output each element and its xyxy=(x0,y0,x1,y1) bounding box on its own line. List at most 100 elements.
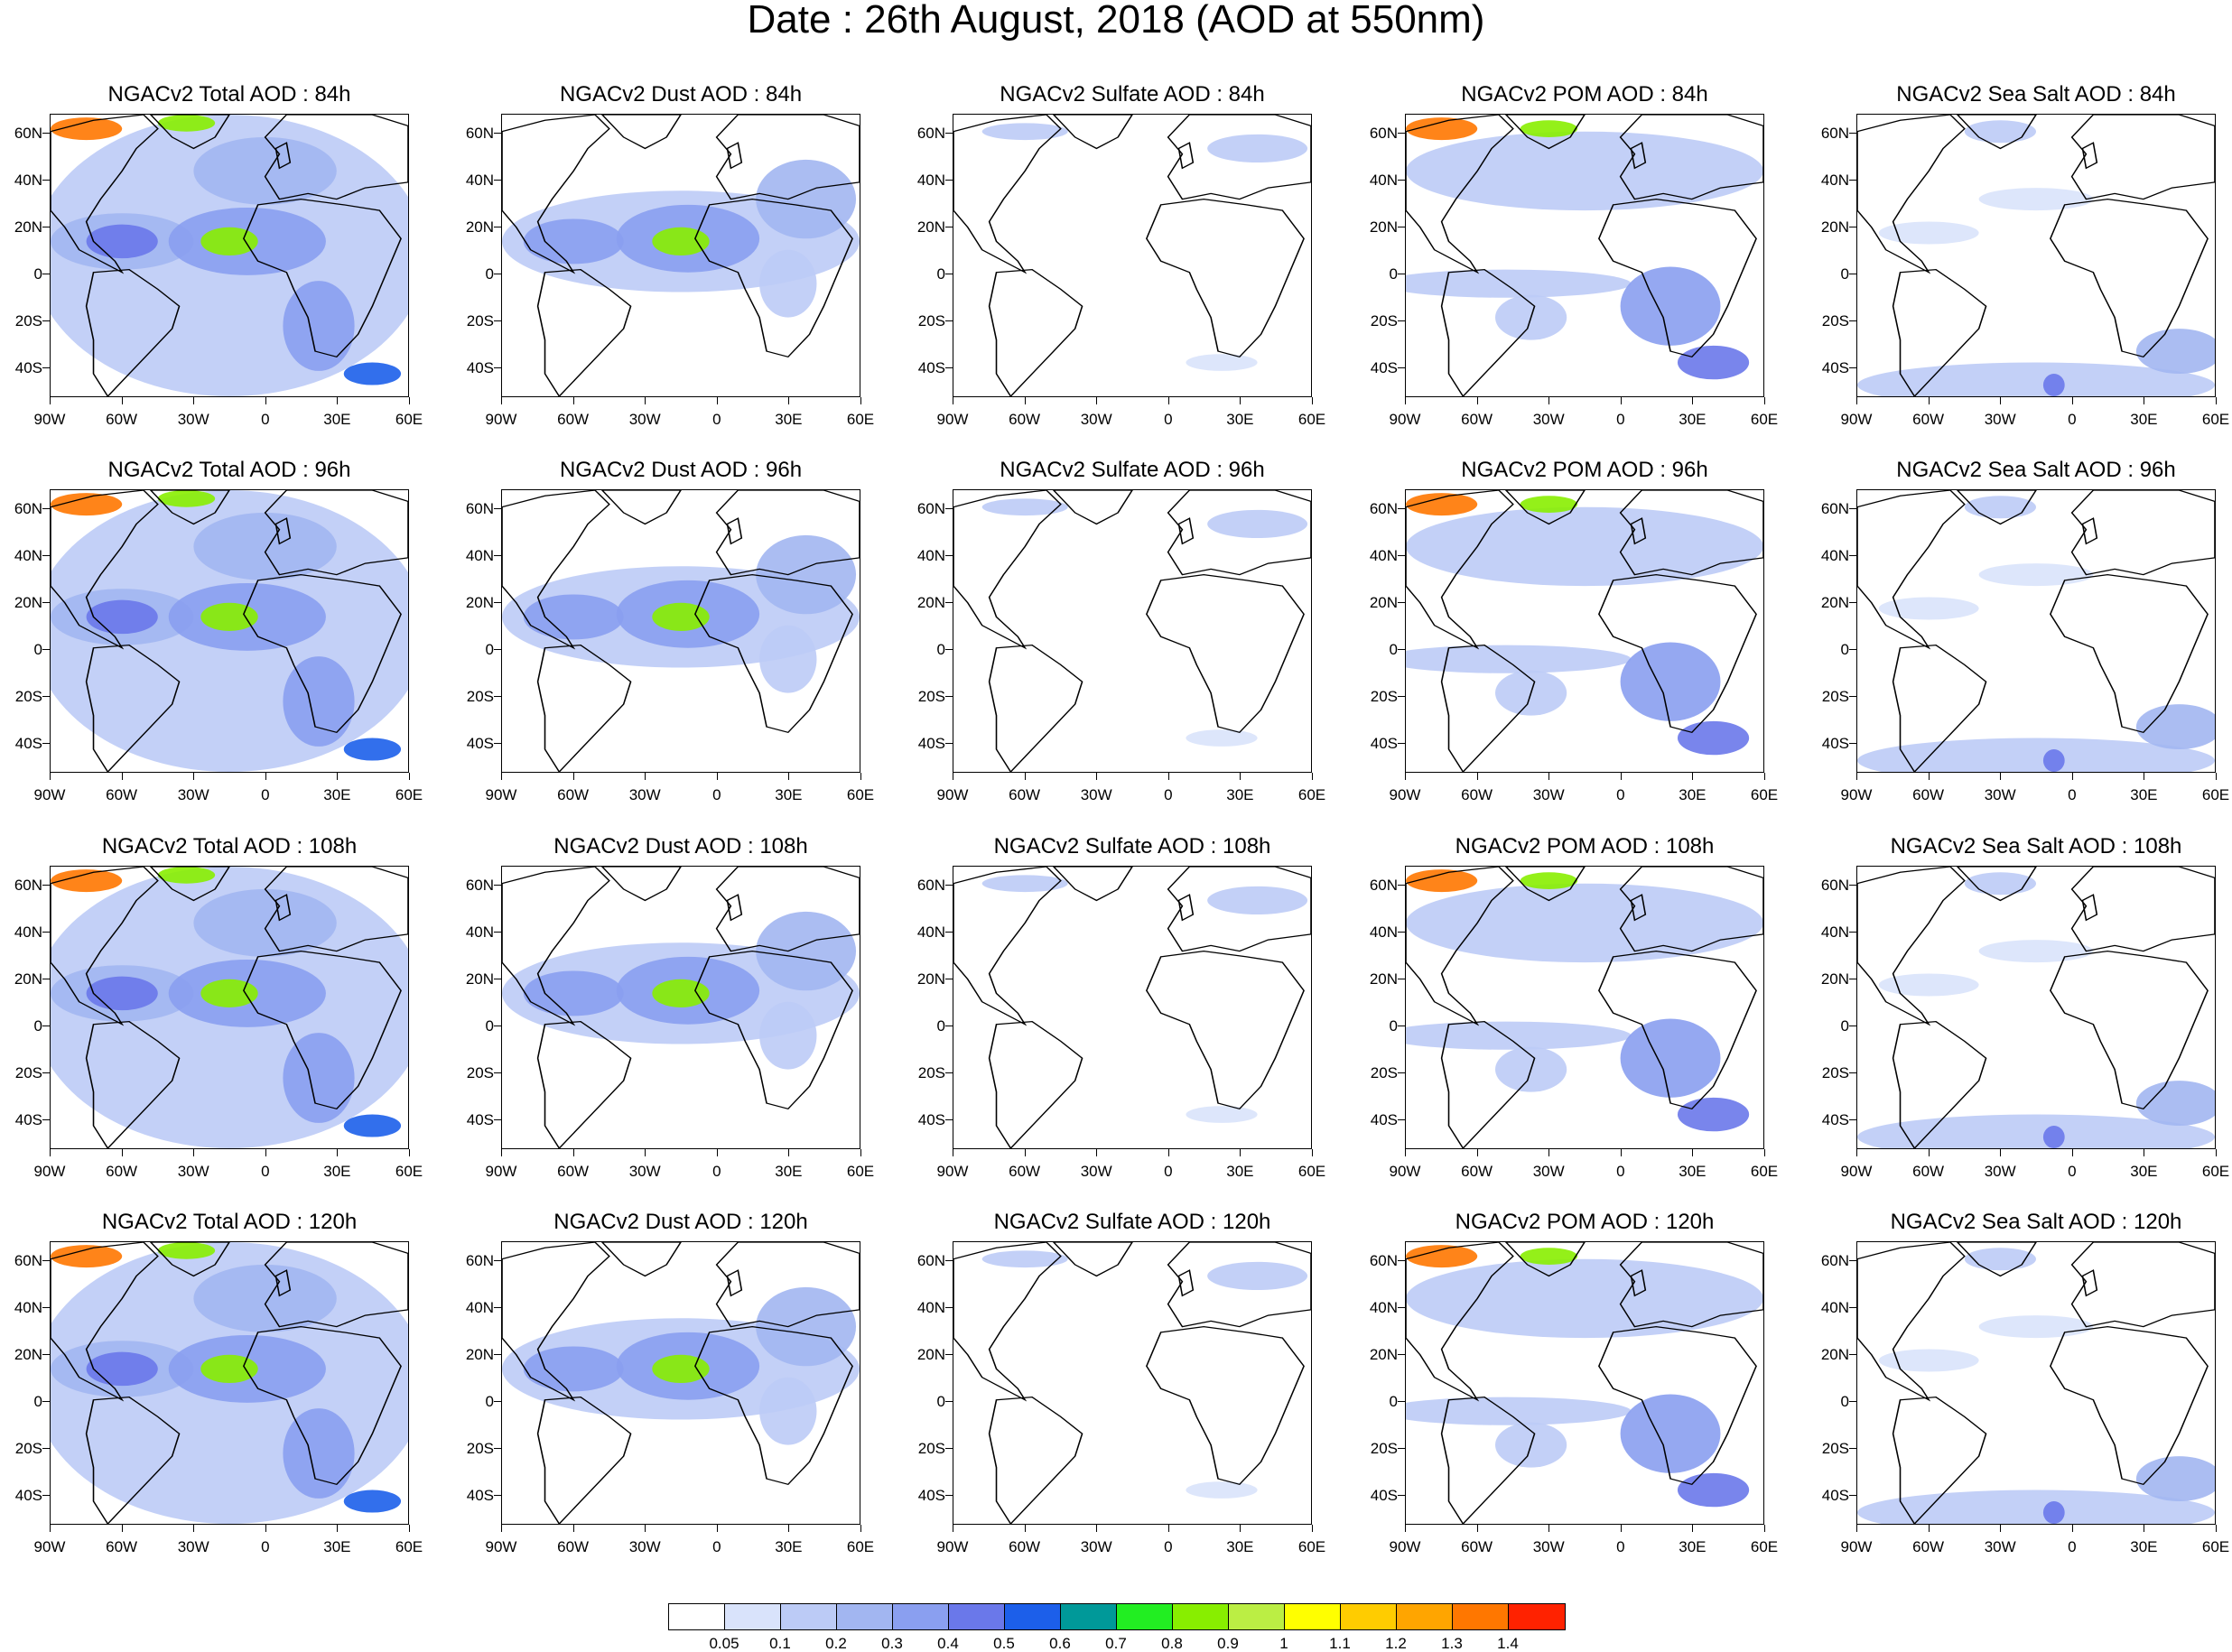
lat-tick xyxy=(1849,696,1856,698)
aod-contour xyxy=(343,1490,402,1513)
colorbar-swatch xyxy=(1285,1604,1341,1629)
lat-tick xyxy=(1398,1259,1405,1261)
aod-contour xyxy=(343,1114,402,1137)
lat-tick-label: 20N xyxy=(465,1345,494,1363)
coastline xyxy=(1440,1396,1536,1524)
lon-tick-label: 30W xyxy=(1080,786,1112,803)
panel-title: NGACv2 Dust AOD : 108h xyxy=(553,834,808,858)
lat-tick-label: 20N xyxy=(916,593,945,611)
aod-contour xyxy=(1520,1248,1578,1265)
aod-contour xyxy=(51,869,123,893)
coastline xyxy=(51,115,159,274)
lat-tick xyxy=(1849,743,1856,745)
lat-tick-label: 20N xyxy=(1369,218,1398,236)
aod-contour xyxy=(1857,738,2215,772)
colorbar-swatch xyxy=(1229,1604,1285,1629)
lon-tick xyxy=(265,1149,266,1156)
lat-tick-label: 20N xyxy=(14,1345,42,1363)
lon-tick xyxy=(193,1149,195,1156)
lon-tick-label: 0 xyxy=(1616,411,1625,428)
lon-tick-label: 60W xyxy=(106,1538,138,1555)
lat-tick xyxy=(494,696,501,698)
coastline xyxy=(51,1242,159,1402)
lon-tick-label: 60W xyxy=(1461,1163,1493,1180)
lat-tick-label: 0 xyxy=(1840,641,1849,659)
lat-tick xyxy=(1849,132,1856,134)
lat-tick-label: 20S xyxy=(466,1440,494,1458)
aod-contour xyxy=(86,976,158,1011)
coastline xyxy=(988,268,1083,396)
lat-tick xyxy=(945,1072,953,1074)
aod-contour xyxy=(652,227,710,255)
lon-tick-label: 30W xyxy=(177,1538,209,1555)
lat-tick-label: 40N xyxy=(465,1298,494,1316)
lon-tick xyxy=(337,773,339,780)
coastline xyxy=(726,142,743,170)
aod-contour xyxy=(1857,1490,2215,1524)
lat-tick-label: 20N xyxy=(465,970,494,988)
coastline xyxy=(726,894,743,922)
lat-tick-label: 60N xyxy=(1369,124,1398,142)
aod-field xyxy=(502,867,860,1148)
lat-tick-label: 60N xyxy=(916,499,945,517)
lat-tick-label: 60N xyxy=(1369,499,1398,517)
lon-tick xyxy=(1096,1525,1098,1532)
colorbar-label: 0.1 xyxy=(769,1635,791,1652)
aod-contour xyxy=(1978,940,2094,963)
lat-tick-label: 0 xyxy=(33,1017,42,1035)
lat-tick-label: 20S xyxy=(1821,688,1849,706)
coastline xyxy=(1177,894,1195,922)
aod-contour xyxy=(1620,1394,1721,1473)
lat-tick-label: 20S xyxy=(466,312,494,330)
lon-tick-label: 60W xyxy=(1009,786,1041,803)
lon-tick-label: 30W xyxy=(628,786,661,803)
lon-tick xyxy=(1096,773,1098,780)
lon-tick-label: 60E xyxy=(395,411,423,428)
coastline xyxy=(264,115,408,200)
colorbar-label: 1.2 xyxy=(1385,1635,1407,1652)
lat-tick-label: 60N xyxy=(14,876,42,894)
coastline xyxy=(149,115,230,150)
panel-title: NGACv2 Total AOD : 96h xyxy=(107,458,351,482)
lon-tick xyxy=(1167,1525,1169,1532)
lat-tick-label: 20N xyxy=(1369,593,1398,611)
lat-tick xyxy=(494,1495,501,1497)
panel-title: NGACv2 Sulfate AOD : 84h xyxy=(1000,82,1265,107)
lat-tick xyxy=(42,649,50,651)
lat-tick-label: 20N xyxy=(14,218,42,236)
lat-tick-label: 40S xyxy=(1821,359,1849,377)
lon-tick-label: 90W xyxy=(936,786,969,803)
lat-tick xyxy=(1849,1401,1856,1403)
lon-tick xyxy=(409,397,410,404)
coastline xyxy=(2049,198,2209,358)
lon-tick-label: 60E xyxy=(1750,786,1779,803)
lat-tick xyxy=(494,884,501,886)
lon-tick xyxy=(1928,1525,1930,1532)
lon-tick-label: 90W xyxy=(1840,786,1873,803)
panel-title: NGACv2 Sulfate AOD : 120h xyxy=(993,1210,1271,1234)
lon-tick xyxy=(2071,1149,2073,1156)
colorbar-label: 0.8 xyxy=(1161,1635,1183,1652)
lat-tick-label: 60N xyxy=(1820,876,1849,894)
lat-tick-label: 40S xyxy=(14,735,42,753)
coastline xyxy=(693,950,853,1110)
lat-tick xyxy=(1849,1448,1856,1450)
coastline xyxy=(1956,1242,2037,1277)
lon-tick-label: 60E xyxy=(846,411,875,428)
aod-contour xyxy=(2042,749,2065,772)
aod-contour xyxy=(759,625,817,693)
lon-tick xyxy=(501,773,502,780)
coastline xyxy=(600,490,682,525)
lon-tick-label: 60E xyxy=(846,1163,875,1180)
lat-tick-label: 20N xyxy=(1369,1345,1398,1363)
lon-tick-label: 30E xyxy=(775,411,803,428)
lon-tick xyxy=(1405,1149,1406,1156)
lon-tick xyxy=(1620,773,1622,780)
panel-title: NGACv2 POM AOD : 120h xyxy=(1455,1210,1715,1234)
lat-tick-label: 40S xyxy=(1821,1111,1849,1129)
aod-contour xyxy=(1406,883,1763,963)
lat-tick xyxy=(1398,179,1405,181)
lat-tick-label: 60N xyxy=(916,1251,945,1269)
lat-tick xyxy=(42,1353,50,1355)
lon-tick-label: 30W xyxy=(1984,1163,2016,1180)
